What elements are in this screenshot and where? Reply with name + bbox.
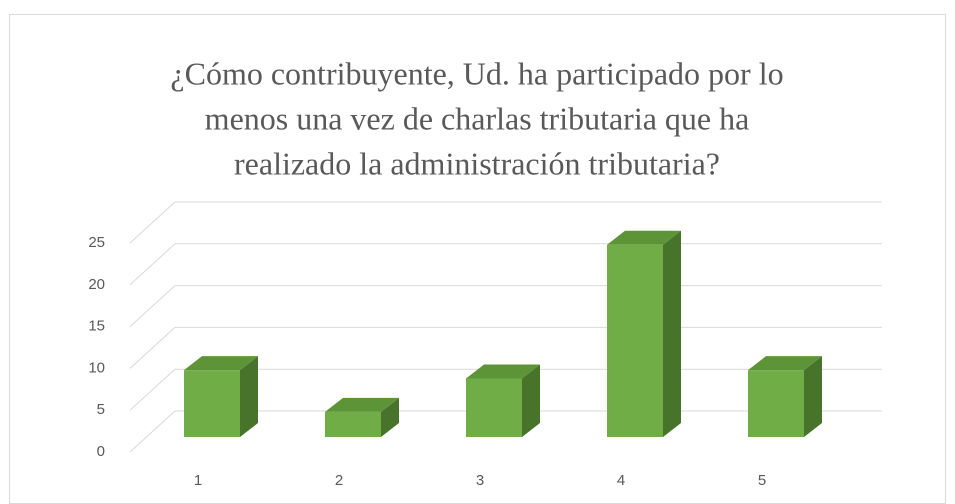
grid-line	[129, 327, 176, 369]
y-tick-label: 0	[97, 443, 105, 460]
bar-top	[748, 356, 822, 371]
y-tick-label: 5	[97, 401, 105, 418]
x-tick-label: 1	[194, 472, 202, 489]
grid-line	[129, 285, 176, 327]
y-tick-label: 10	[88, 359, 105, 376]
bar	[325, 411, 381, 437]
bar-side	[240, 356, 258, 437]
bar-top	[184, 356, 258, 371]
bar-side	[804, 356, 822, 437]
bar-top	[466, 364, 540, 379]
x-tick-label: 5	[758, 472, 766, 489]
grid-line	[129, 410, 176, 453]
bar-side	[522, 364, 540, 437]
y-tick-label: 20	[88, 276, 105, 293]
chart-title: menos una vez de charlas tributaria que …	[205, 100, 750, 136]
chart-title: realizado la administración tributaria?	[234, 145, 720, 181]
bar-side	[381, 397, 399, 437]
grid-line	[129, 201, 176, 244]
bar-side	[663, 230, 681, 437]
grid-line	[129, 368, 176, 411]
bar-top	[607, 230, 681, 245]
bar	[748, 370, 804, 437]
bar	[466, 378, 522, 437]
bar	[184, 370, 240, 437]
y-tick-label: 15	[88, 318, 105, 335]
x-tick-label: 3	[476, 472, 484, 489]
bar-top	[325, 397, 399, 412]
chart-title: ¿Cómo contribuyente, Ud. ha participado …	[170, 55, 783, 91]
x-tick-label: 4	[617, 472, 625, 489]
bar	[607, 244, 663, 437]
y-tick-label: 25	[88, 234, 105, 251]
grid-line	[129, 243, 176, 286]
x-tick-label: 2	[335, 472, 343, 489]
